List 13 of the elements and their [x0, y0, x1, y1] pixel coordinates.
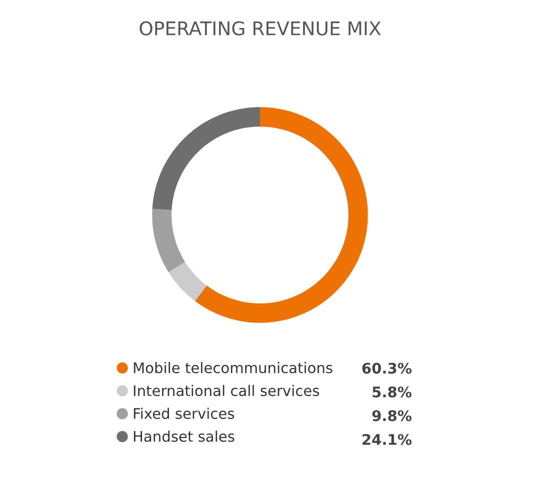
- data-label: 60.3%: [362, 362, 412, 374]
- legend-label: Fixed services: [134, 408, 234, 420]
- chart-title: OPERATING REVENUE MIX: [140, 21, 381, 36]
- data-label: 5.8%: [372, 386, 412, 398]
- legend-label: Mobile telecommunications: [134, 362, 332, 374]
- data-label: 9.8%: [372, 410, 412, 422]
- donut-slice: [152, 208, 186, 272]
- donut-slice: [168, 262, 207, 302]
- donut-slice: [152, 107, 260, 210]
- legend-label: International call services: [134, 384, 320, 396]
- donut-slice: [194, 107, 368, 323]
- data-label: 24.1%: [362, 434, 412, 445]
- legend-label: Handset sales: [134, 430, 234, 442]
